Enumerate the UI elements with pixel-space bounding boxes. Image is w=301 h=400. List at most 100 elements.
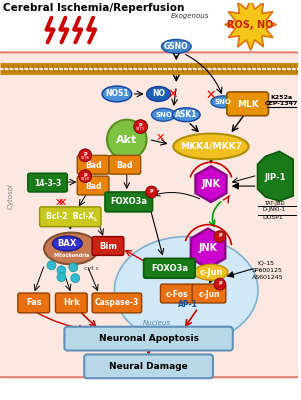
Text: Hrk: Hrk: [63, 298, 80, 308]
Ellipse shape: [102, 86, 132, 102]
FancyBboxPatch shape: [0, 52, 300, 377]
Circle shape: [146, 186, 157, 198]
Polygon shape: [225, 0, 276, 50]
Ellipse shape: [194, 264, 228, 280]
Text: S473: S473: [136, 127, 145, 131]
Text: Akt: Akt: [116, 136, 138, 146]
Text: K252a: K252a: [270, 96, 292, 100]
Circle shape: [107, 120, 147, 159]
Text: Caspase-3: Caspase-3: [95, 298, 139, 308]
Circle shape: [214, 231, 226, 242]
FancyBboxPatch shape: [64, 327, 233, 350]
FancyBboxPatch shape: [28, 173, 67, 192]
Text: Mitochondria: Mitochondria: [53, 253, 90, 258]
Text: Bad: Bad: [85, 182, 101, 190]
FancyBboxPatch shape: [77, 155, 109, 174]
Text: Bcl-2  Bcl-X: Bcl-2 Bcl-X: [46, 212, 94, 221]
Text: JNK: JNK: [198, 244, 218, 254]
Text: BAX: BAX: [58, 239, 77, 248]
Text: ✕: ✕: [58, 198, 67, 208]
Text: FOXO3a: FOXO3a: [151, 264, 188, 273]
FancyBboxPatch shape: [55, 293, 87, 313]
Polygon shape: [196, 166, 226, 202]
FancyBboxPatch shape: [84, 354, 213, 378]
Text: MLK: MLK: [237, 100, 259, 109]
Text: S136: S136: [81, 156, 90, 160]
Ellipse shape: [44, 233, 98, 264]
Circle shape: [47, 261, 56, 270]
Text: JIP-1: JIP-1: [265, 173, 286, 182]
Polygon shape: [191, 229, 225, 268]
Polygon shape: [258, 151, 293, 201]
Text: Cerebral Ischemia/Reperfusion: Cerebral Ischemia/Reperfusion: [3, 3, 184, 13]
FancyBboxPatch shape: [77, 176, 109, 195]
Text: ✕: ✕: [167, 88, 178, 100]
Text: ROS, NO: ROS, NO: [228, 20, 274, 30]
Text: AS601245: AS601245: [252, 275, 283, 280]
Text: JNK: JNK: [201, 179, 221, 189]
Text: P: P: [218, 281, 222, 286]
FancyBboxPatch shape: [109, 155, 141, 174]
Text: DUSP1: DUSP1: [262, 215, 283, 220]
Text: IQ-15: IQ-15: [257, 261, 274, 266]
Ellipse shape: [114, 236, 258, 344]
Text: ✕: ✕: [156, 132, 165, 142]
Circle shape: [69, 263, 78, 272]
Text: Nucleus: Nucleus: [142, 320, 170, 326]
Ellipse shape: [211, 96, 235, 108]
FancyBboxPatch shape: [40, 207, 101, 227]
FancyBboxPatch shape: [227, 92, 268, 116]
Text: GSNO: GSNO: [164, 42, 189, 51]
Text: Bad: Bad: [85, 161, 101, 170]
FancyBboxPatch shape: [18, 293, 50, 313]
Ellipse shape: [147, 86, 170, 101]
Text: c-Jun: c-Jun: [199, 268, 223, 277]
Text: ✕: ✕: [55, 198, 64, 208]
Circle shape: [79, 149, 92, 162]
FancyBboxPatch shape: [92, 236, 124, 256]
Text: c-Jun: c-Jun: [198, 290, 220, 298]
Circle shape: [134, 120, 147, 134]
Ellipse shape: [173, 134, 249, 159]
Text: NOS1: NOS1: [105, 90, 129, 98]
Ellipse shape: [172, 108, 200, 122]
Circle shape: [57, 273, 66, 282]
FancyBboxPatch shape: [144, 258, 195, 278]
Text: P: P: [83, 173, 87, 178]
Text: TAT-JBD: TAT-JBD: [264, 201, 285, 206]
Text: ✕: ✕: [206, 90, 216, 102]
Text: FOXO3a: FOXO3a: [110, 198, 147, 206]
Text: Cytosol: Cytosol: [8, 183, 14, 209]
Circle shape: [71, 274, 80, 283]
Text: Neuronal Apoptosis: Neuronal Apoptosis: [99, 334, 199, 343]
FancyBboxPatch shape: [105, 192, 153, 212]
Ellipse shape: [161, 40, 191, 53]
Text: SP600125: SP600125: [252, 268, 283, 273]
Circle shape: [57, 266, 66, 275]
Ellipse shape: [152, 108, 175, 121]
Text: ASK1: ASK1: [175, 110, 197, 119]
Text: CEP-1347: CEP-1347: [265, 101, 298, 106]
Text: SNO: SNO: [214, 99, 231, 105]
Text: P: P: [83, 152, 87, 157]
Circle shape: [214, 278, 226, 290]
Text: Bad: Bad: [116, 161, 133, 170]
Text: L: L: [94, 217, 97, 222]
Text: Fas: Fas: [26, 298, 42, 308]
Text: 14-3-3: 14-3-3: [34, 178, 61, 188]
Text: P: P: [139, 123, 142, 128]
Text: AP-1: AP-1: [178, 300, 198, 310]
Text: Exogenous: Exogenous: [170, 13, 209, 19]
Ellipse shape: [52, 236, 82, 251]
Text: Neural Damage: Neural Damage: [109, 362, 188, 371]
Text: P: P: [150, 188, 154, 194]
FancyBboxPatch shape: [160, 284, 194, 303]
Text: MKK4/MKK7: MKK4/MKK7: [180, 142, 242, 151]
Text: P: P: [218, 233, 222, 238]
FancyBboxPatch shape: [192, 284, 226, 303]
Text: cyt c: cyt c: [85, 266, 100, 271]
Text: Bim: Bim: [99, 242, 117, 251]
Text: SNO: SNO: [155, 112, 172, 118]
Circle shape: [79, 170, 92, 182]
FancyBboxPatch shape: [92, 293, 142, 313]
